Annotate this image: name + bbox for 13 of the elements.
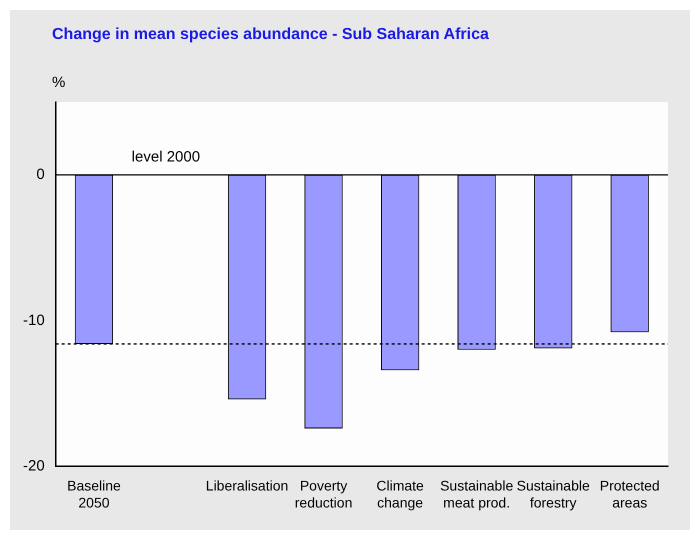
- x-tick-label: Liberalisation: [206, 478, 288, 494]
- y-tick-label: -20: [22, 458, 45, 475]
- x-tick-label: Baseline 2050: [67, 478, 122, 510]
- y-axis-title: %: [52, 74, 66, 91]
- x-tick-label: Sustainable meat prod.: [440, 478, 514, 510]
- y-tick-label: 0: [36, 166, 45, 184]
- x-tick-label: Poverty reduction: [294, 478, 352, 510]
- chart-title: Change in mean species abundance - Sub Saharan Africa: [52, 26, 489, 44]
- y-tick-label: -10: [22, 312, 45, 329]
- x-tick-label: Climate change: [376, 478, 424, 510]
- x-tick-label: Protected areas: [600, 478, 660, 510]
- x-tick-label: Sustainable forestry: [516, 478, 590, 510]
- ref-line-label: level 2000: [132, 148, 200, 166]
